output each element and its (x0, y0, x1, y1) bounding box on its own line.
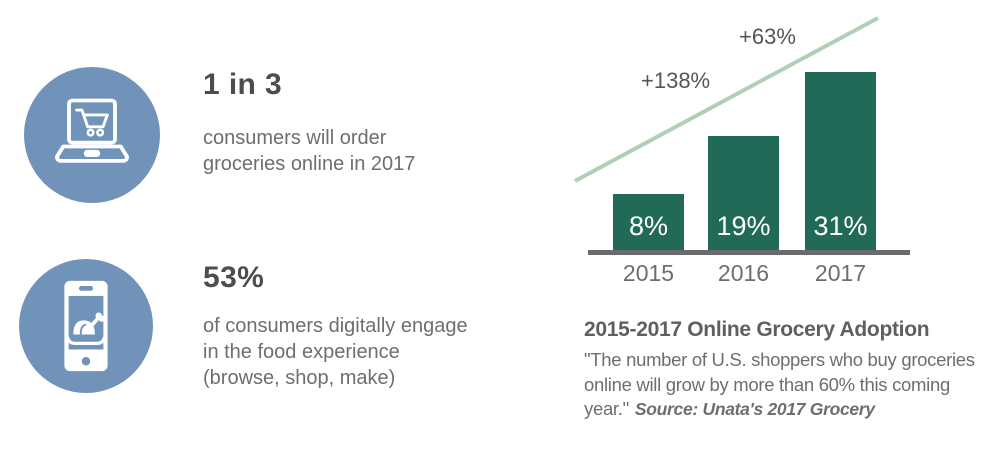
x-axis-line (588, 250, 910, 255)
x-tick-2015: 2015 (622, 260, 675, 286)
x-tick-2016: 2016 (717, 260, 770, 286)
smartphone-food-icon (19, 259, 153, 393)
bar-value-label: 31% (813, 211, 868, 241)
laptop-cart-icon (24, 67, 160, 203)
bar-2015: 8% (613, 194, 684, 250)
quote-text: "The number of U.S. shoppers who buy gro… (584, 349, 975, 419)
chart-quote: "The number of U.S. shoppers who buy gro… (584, 348, 1000, 422)
smartphone-food-icon-svg (64, 280, 108, 372)
bar-value-label: 8% (628, 211, 669, 241)
stat-description-online-ordering: consumers will order groceries online in… (203, 127, 416, 175)
bar-2016: 19% (708, 136, 779, 250)
bar-2017: 31% (805, 72, 876, 250)
chart-caption: 2015-2017 Online Grocery Adoption "The n… (584, 316, 1000, 422)
stat-headline-1-in-3: 1 in 3 (203, 68, 283, 101)
growth-annotation-2016-2017: +63% (739, 24, 796, 49)
stat-description-digital-engagement: of consumers digitally engage in the foo… (203, 315, 468, 389)
bar-value-label: 19% (716, 211, 771, 241)
stat-headline-53-percent: 53% (203, 261, 265, 294)
x-tick-2017: 2017 (814, 260, 867, 286)
trend-line (574, 16, 879, 183)
growth-annotation-2015-2016: +138% (641, 68, 711, 93)
plot-area: 8% 19% 31% (588, 0, 910, 255)
laptop-cart-icon-svg (55, 98, 129, 163)
source-credit: Source: Unata's 2017 Grocery (634, 399, 875, 419)
chart-title: 2015-2017 Online Grocery Adoption (584, 318, 930, 341)
